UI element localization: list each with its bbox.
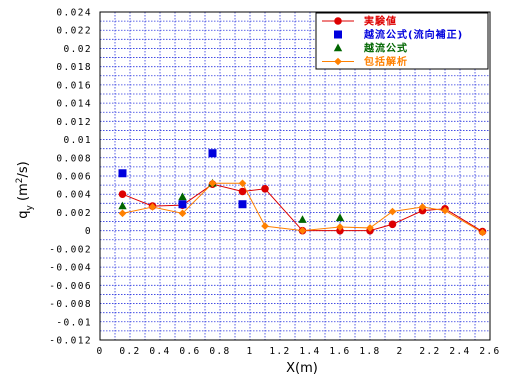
- data-point-circle: [388, 220, 397, 229]
- y-tick-label: 0.012: [56, 117, 92, 128]
- y-tick-label: -0.002: [49, 244, 92, 255]
- data-point-square: [118, 169, 127, 178]
- data-point-diamond: [418, 203, 427, 211]
- data-point-triangle: [118, 201, 127, 210]
- legend-label: 越流公式(流向補正): [363, 28, 463, 41]
- y-tick-label: -0.012: [49, 336, 92, 347]
- data-point-triangle: [335, 213, 345, 222]
- y-axis-title-main: q: [16, 210, 31, 218]
- series-points-1: [118, 149, 247, 209]
- data-point-diamond: [478, 228, 487, 237]
- y-tick-label: -0.01: [56, 317, 92, 328]
- y-axis-title-unit: (m: [16, 183, 31, 205]
- data-point-circle: [118, 190, 127, 199]
- y-axis-title-sup: 2: [15, 178, 25, 184]
- x-tick-label: 2.6: [479, 346, 500, 357]
- legend-marker-square: [334, 30, 342, 39]
- series-layer: [118, 149, 487, 237]
- x-tick-label: 2: [396, 346, 403, 357]
- legend-label: 越流公式: [363, 42, 408, 55]
- y-tick-label: 0.004: [56, 190, 92, 201]
- x-tick-label: 0: [96, 346, 103, 357]
- series-points-3: [118, 179, 487, 237]
- data-point-diamond: [298, 226, 307, 235]
- plot-area: [99, 11, 491, 341]
- data-point-circle: [261, 184, 269, 193]
- y-tick-label: 0.01: [64, 135, 92, 146]
- y-tick-label: -0.004: [49, 263, 92, 274]
- data-point-diamond: [118, 209, 127, 218]
- y-tick-labels: 0.024 0.022 0.02 0.018 0.016 0.014 0.012 0.01 0.…: [49, 8, 92, 347]
- y-tick-label: 0.022: [56, 26, 92, 37]
- data-point-circle: [238, 187, 247, 196]
- data-point-diamond: [208, 179, 217, 188]
- legend-box: [315, 12, 489, 70]
- y-axis-title: qy (m2/s): [15, 161, 35, 218]
- x-tick-label: 1.8: [359, 346, 380, 357]
- data-point-triangle: [298, 215, 307, 223]
- x-tick-label: 0.4: [149, 346, 170, 357]
- y-tick-label: 0.002: [56, 208, 92, 219]
- legend-marker-circle: [334, 17, 342, 25]
- y-tick-label: 0.016: [56, 80, 92, 91]
- data-point-diamond: [148, 203, 157, 211]
- x-tick-label: 0.8: [209, 346, 230, 357]
- x-tick-label: 1.4: [299, 346, 320, 357]
- data-point-square: [178, 200, 187, 209]
- y-tick-label: 0.006: [56, 172, 92, 183]
- x-tick-label: 1.2: [269, 346, 290, 357]
- data-point-diamond: [388, 207, 397, 216]
- data-point-diamond: [178, 209, 187, 218]
- data-point-diamond: [366, 224, 374, 232]
- data-point-square: [238, 200, 247, 209]
- y-axis-title-sub: y: [25, 204, 35, 210]
- y-tick-label: 0.018: [56, 62, 92, 73]
- legend-marker-diamond: [334, 57, 342, 66]
- y-tick-label: 0.014: [56, 99, 92, 110]
- y-tick-label: 0.024: [56, 8, 92, 19]
- y-tick-label: 0: [85, 226, 92, 237]
- x-tick-label: 0.2: [119, 346, 140, 357]
- x-axis-title: X(m): [286, 361, 318, 376]
- legend-label: 実験値: [364, 15, 397, 28]
- x-tick-label: 1.6: [329, 346, 350, 357]
- series-line-3: [122, 182, 483, 233]
- y-tick-label: -0.006: [49, 281, 92, 292]
- x-tick-label: 2.2: [419, 346, 440, 357]
- data-point-diamond: [336, 223, 344, 231]
- data-point-diamond: [261, 222, 269, 230]
- data-point-triangle: [178, 192, 187, 201]
- y-tick-label: -0.008: [49, 299, 92, 310]
- x-tick-label: 1: [246, 346, 253, 357]
- y-tick-label: 0.02: [64, 44, 92, 55]
- data-point-square: [208, 149, 217, 158]
- legend-marker-triangle: [333, 43, 343, 52]
- y-tick-label: 0.008: [56, 153, 92, 164]
- x-tick-label: 0.6: [179, 346, 200, 357]
- x-tick-labels: 0 0.2 0.4 0.6 0.8 1 1.2 1.4 1.6 1.8 2 2.2 2.4 2.6: [96, 346, 500, 357]
- data-point-diamond: [441, 206, 449, 215]
- y-axis-title-unit-end: /s): [16, 161, 31, 177]
- legend-label: 包括解析: [364, 55, 408, 68]
- data-point-diamond: [238, 179, 247, 188]
- x-tick-label: 2.4: [449, 346, 470, 357]
